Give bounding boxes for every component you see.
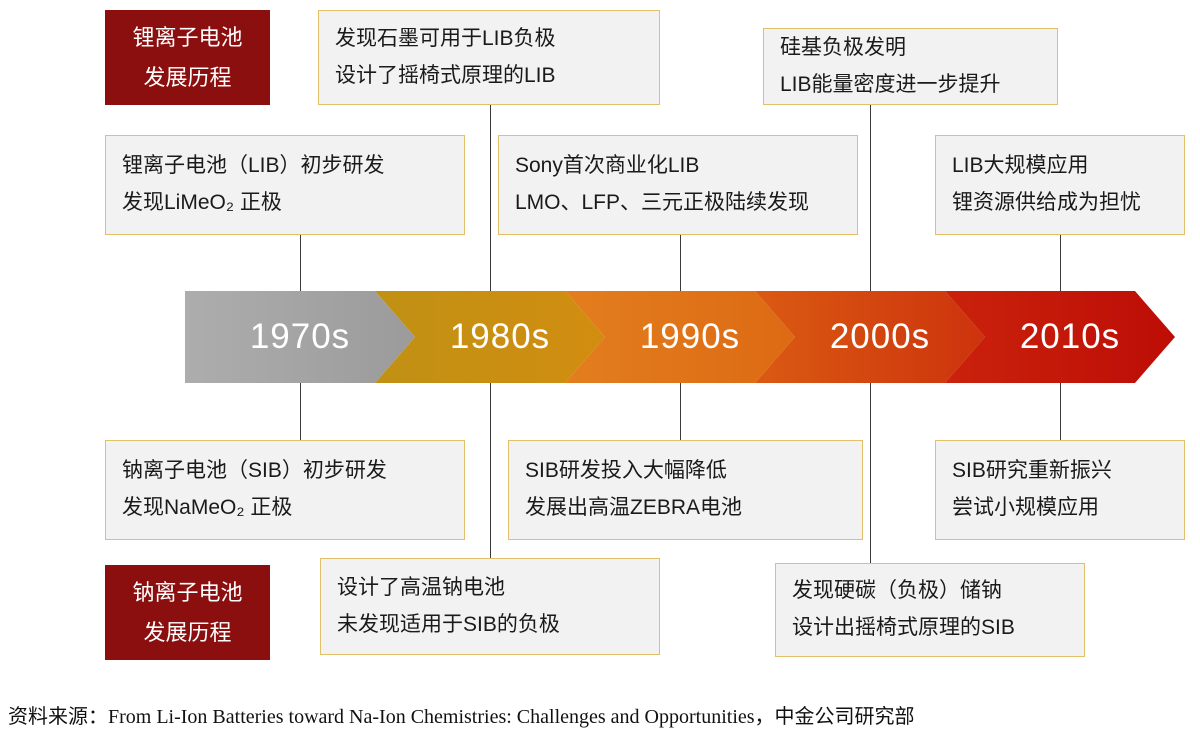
timeline-era-1970s: 1970s <box>185 291 415 383</box>
lib-legend-line2: 发展历程 <box>143 64 232 90</box>
timeline-bar: 1970s 1980s 1990s 2000s 2010s <box>185 291 1175 383</box>
event-line: LIB大规模应用 <box>952 154 1089 178</box>
connector-line-lib-2000s <box>870 105 871 291</box>
event-line: SIB研发投入大幅降低 <box>525 459 727 483</box>
event-box-lib-1980s: 发现石墨可用于LIB负极 设计了摇椅式原理的LIB <box>318 10 660 105</box>
event-line: 发现硬碳（负极）储钠 <box>792 579 1002 603</box>
timeline-era-2010s: 2010s <box>945 291 1175 383</box>
connector-line-sib-2000s <box>870 383 871 563</box>
connector-line-sib-1970s <box>300 383 301 440</box>
event-line: 锂离子电池（LIB）初步研发 <box>122 154 385 178</box>
sib-legend-line1: 钠离子电池 <box>132 579 243 605</box>
connector-line-sib-1980s <box>490 383 491 558</box>
event-line: 未发现适用于SIB的负极 <box>337 612 560 636</box>
era-label: 1980s <box>449 317 551 356</box>
event-box-lib-2000s: 硅基负极发明 LIB能量密度进一步提升 <box>763 28 1058 105</box>
event-line: 钠离子电池（SIB）初步研发 <box>122 459 387 483</box>
connector-line-lib-1970s <box>300 235 301 291</box>
event-box-sib-2010s: SIB研究重新振兴 尝试小规模应用 <box>935 440 1185 540</box>
event-box-lib-2010s: LIB大规模应用 锂资源供给成为担忧 <box>935 135 1185 235</box>
event-line: 发现NaMeO₂ 正极 <box>122 496 293 519</box>
connector-line-lib-1990s <box>680 235 681 291</box>
event-box-sib-1990s: SIB研发投入大幅降低 发展出高温ZEBRA电池 <box>508 440 863 540</box>
event-line: SIB研究重新振兴 <box>952 459 1112 483</box>
event-box-sib-1970s: 钠离子电池（SIB）初步研发 发现NaMeO₂ 正极 <box>105 440 465 540</box>
era-label: 1990s <box>639 317 741 356</box>
sib-legend-box: 钠离子电池 发展历程 <box>105 565 270 660</box>
event-box-lib-1990s: Sony首次商业化LIB LMO、LFP、三元正极陆续发现 <box>498 135 858 235</box>
source-note: 资料来源：From Li-Ion Batteries toward Na-Ion… <box>8 706 915 728</box>
connector-line-sib-1990s <box>680 383 681 440</box>
connector-line-lib-2010s <box>1060 235 1061 291</box>
event-line: LIB能量密度进一步提升 <box>780 72 1001 96</box>
connector-line-sib-2010s <box>1060 383 1061 440</box>
event-line: Sony首次商业化LIB <box>515 154 700 178</box>
era-label: 2000s <box>829 317 931 356</box>
connector-line-lib-1980s <box>490 105 491 291</box>
event-line: 锂资源供给成为担忧 <box>952 191 1141 214</box>
event-box-sib-1980s: 设计了高温钠电池 未发现适用于SIB的负极 <box>320 558 660 655</box>
event-line: 发现石墨可用于LIB负极 <box>335 26 556 50</box>
era-label: 2010s <box>1019 317 1121 356</box>
event-line: LMO、LFP、三元正极陆续发现 <box>515 191 810 214</box>
event-line: 设计出摇椅式原理的SIB <box>792 616 1015 639</box>
event-line: 尝试小规模应用 <box>952 496 1099 519</box>
era-label: 1970s <box>249 317 351 356</box>
event-box-lib-1970s: 锂离子电池（LIB）初步研发 发现LiMeO₂ 正极 <box>105 135 465 235</box>
lib-legend-line1: 锂离子电池 <box>132 24 243 50</box>
lib-legend-box: 锂离子电池 发展历程 <box>105 10 270 105</box>
sib-legend-line2: 发展历程 <box>143 619 232 645</box>
event-line: 发现LiMeO₂ 正极 <box>122 191 282 214</box>
event-line: 设计了摇椅式原理的LIB <box>335 63 556 87</box>
event-line: 硅基负极发明 <box>780 35 906 59</box>
event-line: 设计了高温钠电池 <box>337 575 505 599</box>
event-box-sib-2000s: 发现硬碳（负极）储钠 设计出摇椅式原理的SIB <box>775 563 1085 657</box>
event-line: 发展出高温ZEBRA电池 <box>525 496 743 519</box>
